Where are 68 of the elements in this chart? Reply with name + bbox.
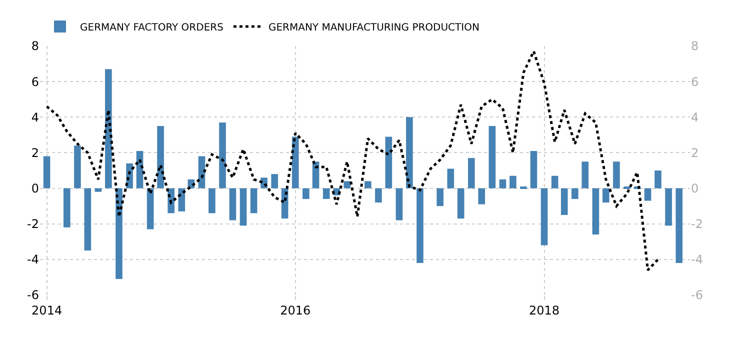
bar	[364, 181, 372, 188]
bar	[510, 176, 516, 188]
bar	[436, 188, 444, 206]
bar	[602, 188, 610, 203]
y-tick-label: 6	[31, 74, 39, 89]
y2-tick-label: 0	[691, 181, 699, 196]
y2-tick-label: -4	[691, 252, 703, 267]
bar	[94, 188, 102, 192]
y-tick-label: 4	[31, 110, 39, 124]
bar	[74, 146, 81, 188]
bar	[416, 188, 424, 263]
bar	[157, 126, 164, 188]
bar	[488, 126, 496, 188]
bar	[551, 176, 558, 188]
bar	[240, 188, 247, 226]
x-tick-label: 2016	[280, 303, 311, 318]
bar	[322, 188, 330, 199]
bar	[665, 188, 672, 226]
x-tick-label: 2018	[528, 303, 560, 318]
bar	[468, 158, 475, 188]
legend-label: GERMANY FACTORY ORDERS	[80, 22, 224, 34]
y2-tick-label: 4	[691, 110, 699, 124]
bar	[457, 188, 464, 219]
bar	[676, 188, 683, 263]
bar	[250, 188, 258, 214]
y-tick-label: -6	[27, 288, 39, 302]
y2-tick-label: 8	[691, 39, 699, 54]
bar	[292, 136, 299, 188]
y-tick-label: -4	[27, 252, 39, 267]
bar	[271, 174, 278, 188]
y-tick-label: 0	[31, 181, 39, 196]
bar	[105, 69, 112, 188]
bar	[396, 188, 403, 220]
bar	[385, 136, 392, 188]
bar	[344, 181, 351, 188]
bar	[302, 188, 310, 199]
y2-tick-label: 6	[691, 74, 699, 89]
bar	[560, 188, 568, 215]
bar	[208, 188, 216, 214]
x-tick-label: 2014	[32, 303, 62, 318]
bar	[654, 170, 662, 188]
legend-label: GERMANY MANUFACTURING PRODUCTION	[268, 22, 480, 34]
bar	[375, 188, 382, 203]
y2-tick-label: 2	[691, 146, 699, 160]
y-tick-label: 2	[31, 146, 39, 160]
line-series	[46, 50, 660, 272]
bar	[530, 150, 538, 188]
y-tick-label: 8	[31, 39, 39, 54]
bar	[43, 156, 50, 188]
y2-tick-label: -2	[691, 217, 703, 232]
bar	[613, 162, 620, 188]
bar	[406, 117, 413, 188]
y-tick-label: -2	[27, 217, 39, 232]
bar	[116, 188, 122, 279]
bar	[84, 188, 92, 251]
bar	[63, 188, 70, 228]
bar	[478, 188, 486, 204]
bar	[644, 188, 652, 201]
bar	[582, 162, 589, 188]
bar	[592, 188, 600, 235]
bar	[540, 188, 548, 246]
bar	[499, 179, 506, 188]
bar	[229, 188, 236, 220]
bar	[219, 122, 226, 188]
bar	[178, 188, 186, 212]
y2-tick-label: -6	[691, 288, 703, 302]
bar	[447, 168, 454, 188]
bar	[572, 188, 578, 199]
